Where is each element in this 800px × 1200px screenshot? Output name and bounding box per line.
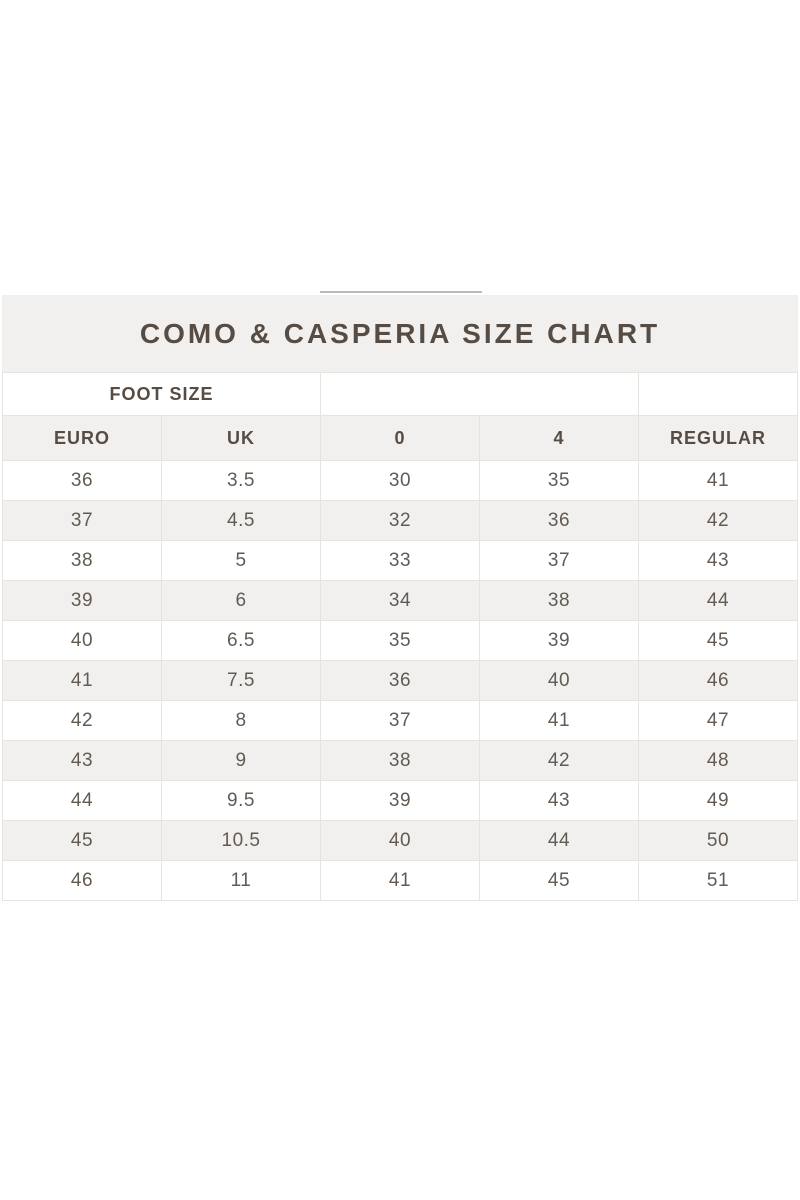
size-cell: 7.5	[161, 660, 321, 701]
size-cell: 40	[479, 660, 639, 701]
size-cell: 42	[2, 700, 162, 741]
table-row: 41 7.5 36 40 46	[2, 660, 798, 701]
size-cell: 42	[638, 500, 798, 541]
cropped-element-edge-line	[320, 291, 482, 293]
table-row: 44 9.5 39 43 49	[2, 780, 798, 821]
size-cell: 32	[320, 500, 480, 541]
table-row: 46 11 41 45 51	[2, 860, 798, 901]
column-header-euro: EURO	[2, 415, 162, 461]
size-cell: 38	[479, 580, 639, 621]
size-cell: 45	[638, 620, 798, 661]
size-cell: 41	[479, 700, 639, 741]
foot-size-group-header: FOOT SIZE	[2, 372, 321, 416]
size-cell: 36	[320, 660, 480, 701]
size-cell: 39	[2, 580, 162, 621]
size-cell: 42	[479, 740, 639, 781]
size-cell: 35	[320, 620, 480, 661]
size-cell: 5	[161, 540, 321, 581]
size-cell: 34	[320, 580, 480, 621]
table-row: 37 4.5 32 36 42	[2, 500, 798, 541]
size-cell: 39	[479, 620, 639, 661]
empty-group-header-cell	[320, 372, 639, 416]
size-cell: 45	[2, 820, 162, 861]
size-cell: 48	[638, 740, 798, 781]
size-cell: 11	[161, 860, 321, 901]
size-cell: 30	[320, 460, 480, 501]
size-cell: 49	[638, 780, 798, 821]
size-cell: 45	[479, 860, 639, 901]
column-header-uk: UK	[161, 415, 321, 461]
size-cell: 37	[2, 500, 162, 541]
size-cell: 37	[479, 540, 639, 581]
size-cell: 43	[479, 780, 639, 821]
empty-group-header-cell	[638, 372, 798, 416]
table-row: 36 3.5 30 35 41	[2, 460, 798, 501]
size-cell: 6.5	[161, 620, 321, 661]
size-cell: 9	[161, 740, 321, 781]
table-row: 43 9 38 42 48	[2, 740, 798, 781]
column-header-regular: REGULAR	[638, 415, 798, 461]
size-cell: 51	[638, 860, 798, 901]
size-cell: 33	[320, 540, 480, 581]
size-cell: 50	[638, 820, 798, 861]
size-cell: 44	[638, 580, 798, 621]
size-chart-table-head: FOOT SIZE EURO UK 0 4 REGULAR	[2, 372, 798, 461]
size-cell: 10.5	[161, 820, 321, 861]
size-chart-title-bar: COMO & CASPERIA SIZE CHART	[2, 295, 798, 372]
size-cell: 40	[2, 620, 162, 661]
size-cell: 6	[161, 580, 321, 621]
size-cell: 46	[2, 860, 162, 901]
size-chart-title: COMO & CASPERIA SIZE CHART	[139, 317, 661, 349]
size-cell: 35	[479, 460, 639, 501]
column-header-4: 4	[479, 415, 639, 461]
size-cell: 41	[638, 460, 798, 501]
size-cell: 41	[320, 860, 480, 901]
size-cell: 43	[2, 740, 162, 781]
table-row: 45 10.5 40 44 50	[2, 820, 798, 861]
size-cell: 36	[2, 460, 162, 501]
size-cell: 44	[2, 780, 162, 821]
column-header-0: 0	[320, 415, 480, 461]
size-cell: 39	[320, 780, 480, 821]
size-chart-table-body: 36 3.5 30 35 41 37 4.5 32 36 42 38 5 33 37 43 39 6 34 38 44…	[2, 460, 798, 901]
size-cell: 46	[638, 660, 798, 701]
table-row: 42 8 37 41 47	[2, 700, 798, 741]
table-row: 40 6.5 35 39 45	[2, 620, 798, 661]
size-cell: 8	[161, 700, 321, 741]
size-cell: 38	[2, 540, 162, 581]
size-cell: 37	[320, 700, 480, 741]
size-cell: 44	[479, 820, 639, 861]
size-cell: 47	[638, 700, 798, 741]
size-cell: 9.5	[161, 780, 321, 821]
size-chart-table: FOOT SIZE EURO UK 0 4 REGULAR 36 3.5 30 35 41 37 4…	[2, 372, 798, 901]
table-row: 38 5 33 37 43	[2, 540, 798, 581]
size-cell: 41	[2, 660, 162, 701]
table-row: 39 6 34 38 44	[2, 580, 798, 621]
size-cell: 36	[479, 500, 639, 541]
column-header-row: EURO UK 0 4 REGULAR	[2, 415, 798, 461]
size-cell: 4.5	[161, 500, 321, 541]
size-cell: 40	[320, 820, 480, 861]
group-header-row: FOOT SIZE	[2, 372, 798, 416]
size-cell: 38	[320, 740, 480, 781]
size-cell: 43	[638, 540, 798, 581]
size-cell: 3.5	[161, 460, 321, 501]
